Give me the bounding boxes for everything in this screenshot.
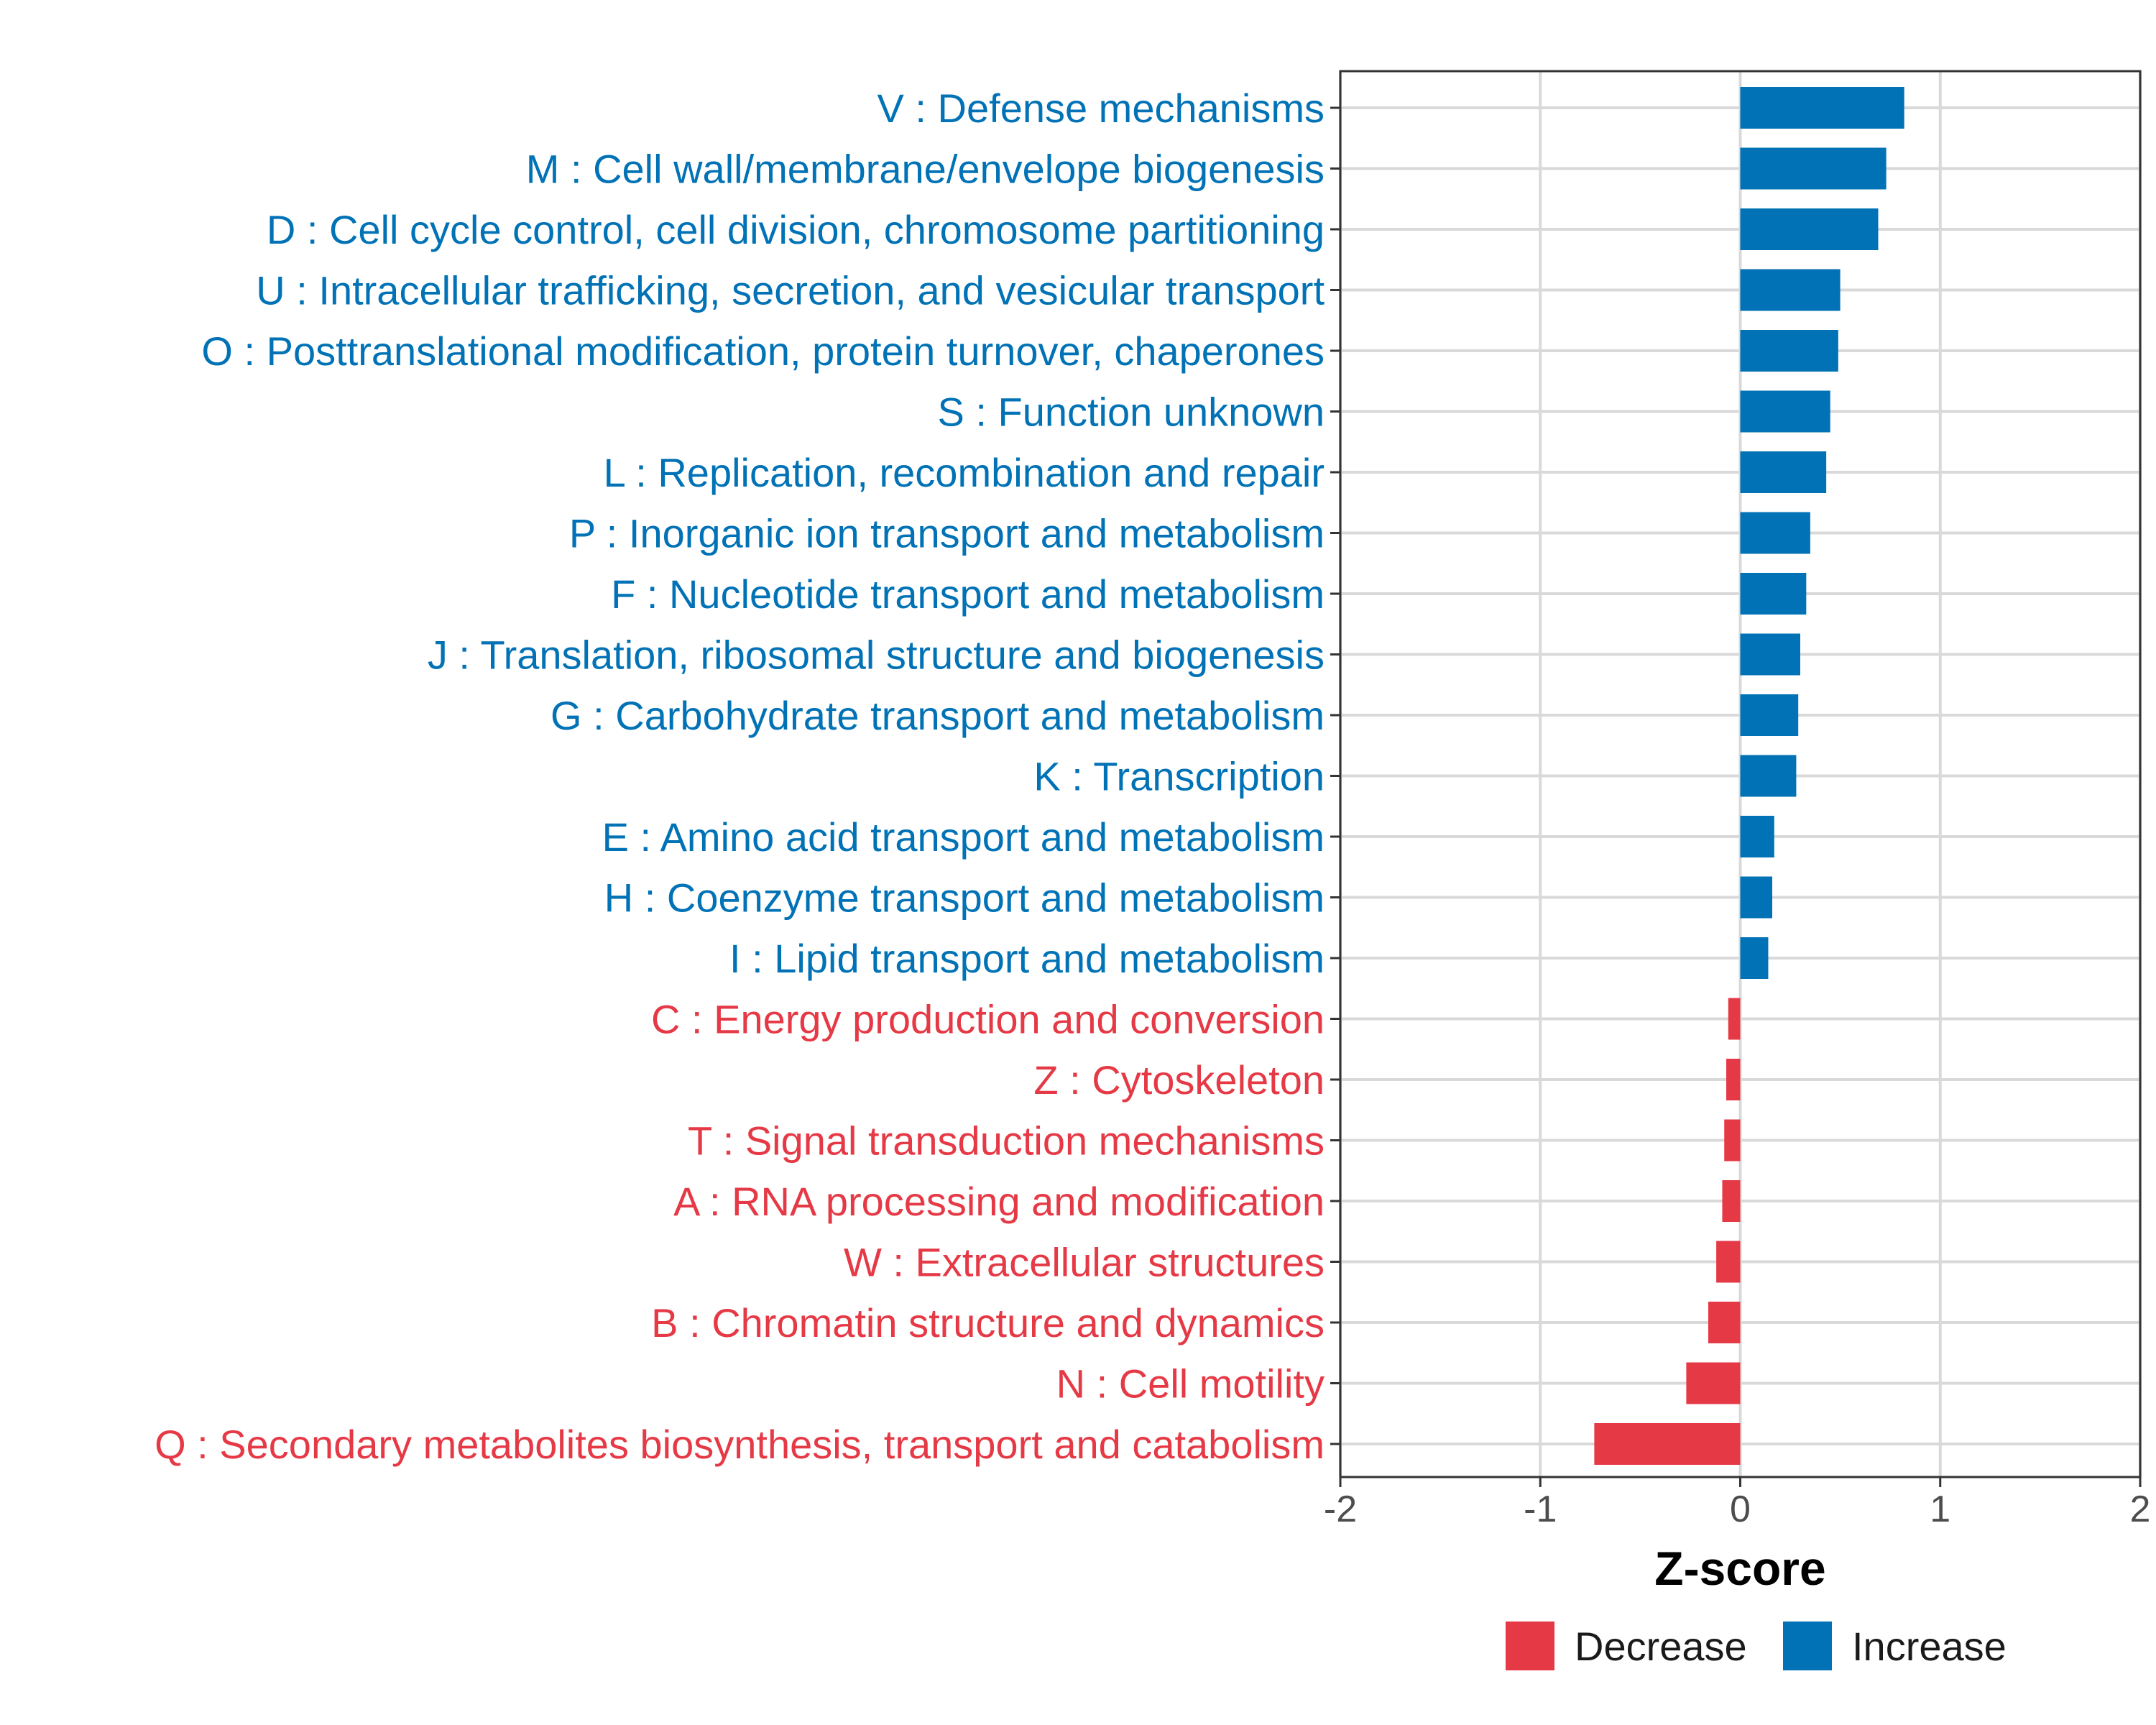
category-label: F : Nucleotide transport and metabolism xyxy=(611,571,1325,617)
bar xyxy=(1740,208,1879,250)
category-label: O : Posttranslational modification, prot… xyxy=(201,328,1325,374)
legend: Decrease Increase xyxy=(1506,1622,2007,1670)
bars xyxy=(1594,87,1904,1465)
category-label: U : Intracellular trafficking, secretion… xyxy=(256,268,1325,313)
bar xyxy=(1722,1180,1741,1222)
bar xyxy=(1724,1119,1741,1162)
bar xyxy=(1740,755,1797,797)
category-label: B : Chromatin structure and dynamics xyxy=(651,1300,1325,1346)
category-label: C : Energy production and conversion xyxy=(651,997,1325,1042)
legend-swatch-decrease xyxy=(1506,1622,1554,1670)
bar xyxy=(1740,512,1810,554)
category-label: N : Cell motility xyxy=(1056,1361,1325,1407)
bar xyxy=(1740,573,1807,615)
legend-label-decrease: Decrease xyxy=(1575,1624,1747,1669)
legend-label-increase: Increase xyxy=(1852,1624,2007,1669)
category-label: Q : Secondary metabolites biosynthesis, … xyxy=(155,1422,1325,1467)
y-ticks xyxy=(1330,106,1340,1445)
bar xyxy=(1726,1059,1741,1100)
category-label: K : Transcription xyxy=(1033,754,1325,799)
bar xyxy=(1594,1423,1741,1465)
bar xyxy=(1740,937,1769,979)
category-labels: V : Defense mechanisms M : Cell wall/memb… xyxy=(155,86,1325,1467)
bar xyxy=(1740,816,1774,857)
legend-swatch-increase xyxy=(1783,1622,1832,1670)
bar xyxy=(1686,1362,1741,1404)
bar xyxy=(1740,390,1830,433)
bar xyxy=(1740,87,1904,129)
x-axis: -2 -1 0 1 2 xyxy=(1324,1477,2151,1530)
category-label: L : Replication, recombination and repai… xyxy=(604,450,1325,495)
x-tick-label: 0 xyxy=(1730,1489,1751,1530)
x-tick-label: -1 xyxy=(1524,1489,1557,1530)
bar xyxy=(1740,147,1886,190)
x-axis-title: Z-score xyxy=(1654,1542,1825,1595)
category-label: M : Cell wall/membrane/envelope biogenes… xyxy=(526,147,1325,192)
category-label: G : Carbohydrate transport and metabolis… xyxy=(550,693,1325,738)
bar xyxy=(1728,998,1741,1040)
category-label: W : Extracellular structures xyxy=(844,1240,1325,1285)
bar xyxy=(1740,269,1841,311)
bar xyxy=(1740,694,1799,736)
bar xyxy=(1708,1302,1741,1343)
bar xyxy=(1740,451,1827,493)
category-label: H : Coenzyme transport and metabolism xyxy=(604,875,1325,921)
category-label: E : Amino acid transport and metabolism xyxy=(602,814,1325,860)
bar xyxy=(1740,876,1773,919)
x-tick-label: 1 xyxy=(1930,1489,1950,1530)
category-label: D : Cell cycle control, cell division, c… xyxy=(267,207,1325,252)
x-tick-label: -2 xyxy=(1324,1489,1357,1530)
category-label: S : Function unknown xyxy=(937,390,1325,435)
category-label: I : Lipid transport and metabolism xyxy=(729,936,1325,981)
category-label: Z : Cytoskeleton xyxy=(1033,1057,1325,1103)
category-label: P : Inorganic ion transport and metaboli… xyxy=(569,511,1325,556)
bar xyxy=(1716,1241,1741,1283)
category-label: A : RNA processing and modification xyxy=(673,1179,1325,1224)
x-tick-label: 2 xyxy=(2130,1489,2151,1530)
category-label: T : Signal transduction mechanisms xyxy=(688,1118,1325,1164)
bar xyxy=(1740,330,1838,372)
category-label: J : Translation, ribosomal structure and… xyxy=(428,632,1325,678)
bar xyxy=(1740,633,1800,676)
category-label: V : Defense mechanisms xyxy=(877,86,1325,131)
